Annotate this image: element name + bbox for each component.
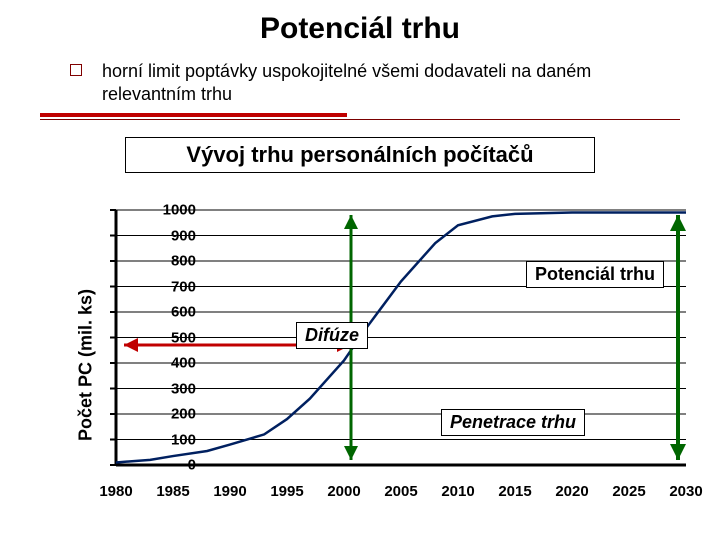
bullet-marker bbox=[70, 64, 82, 76]
chart-title: Vývoj trhu personálních počítačů bbox=[125, 137, 595, 173]
bullet-text: horní limit poptávky uspokojitelné všemi… bbox=[102, 60, 670, 105]
annotation-difuze: Difúze bbox=[296, 322, 368, 349]
y-axis-label: Počet PC (mil. ks) bbox=[76, 289, 97, 441]
x-tick-label: 1985 bbox=[148, 483, 198, 500]
x-tick-label: 1980 bbox=[91, 483, 141, 500]
x-tick-label: 2000 bbox=[319, 483, 369, 500]
slide-title: Potenciál trhu bbox=[0, 0, 720, 46]
annotation-potencial: Potenciál trhu bbox=[526, 261, 664, 288]
x-tick-label: 2030 bbox=[661, 483, 711, 500]
x-tick-label: 1995 bbox=[262, 483, 312, 500]
bullet-row: horní limit poptávky uspokojitelné všemi… bbox=[0, 46, 720, 111]
x-tick-label: 2010 bbox=[433, 483, 483, 500]
x-tick-label: 2005 bbox=[376, 483, 426, 500]
title-decor bbox=[40, 113, 680, 121]
x-tick-label: 2025 bbox=[604, 483, 654, 500]
x-tick-label: 2020 bbox=[547, 483, 597, 500]
plot-area: Difúze Penetrace trhu Potenciál trhu bbox=[106, 205, 696, 470]
annotation-penetrace: Penetrace trhu bbox=[441, 409, 585, 436]
x-tick-label: 1990 bbox=[205, 483, 255, 500]
chart: Počet PC (mil. ks) 010020030040050060070… bbox=[18, 205, 708, 525]
x-tick-label: 2015 bbox=[490, 483, 540, 500]
chart-svg bbox=[106, 205, 696, 470]
